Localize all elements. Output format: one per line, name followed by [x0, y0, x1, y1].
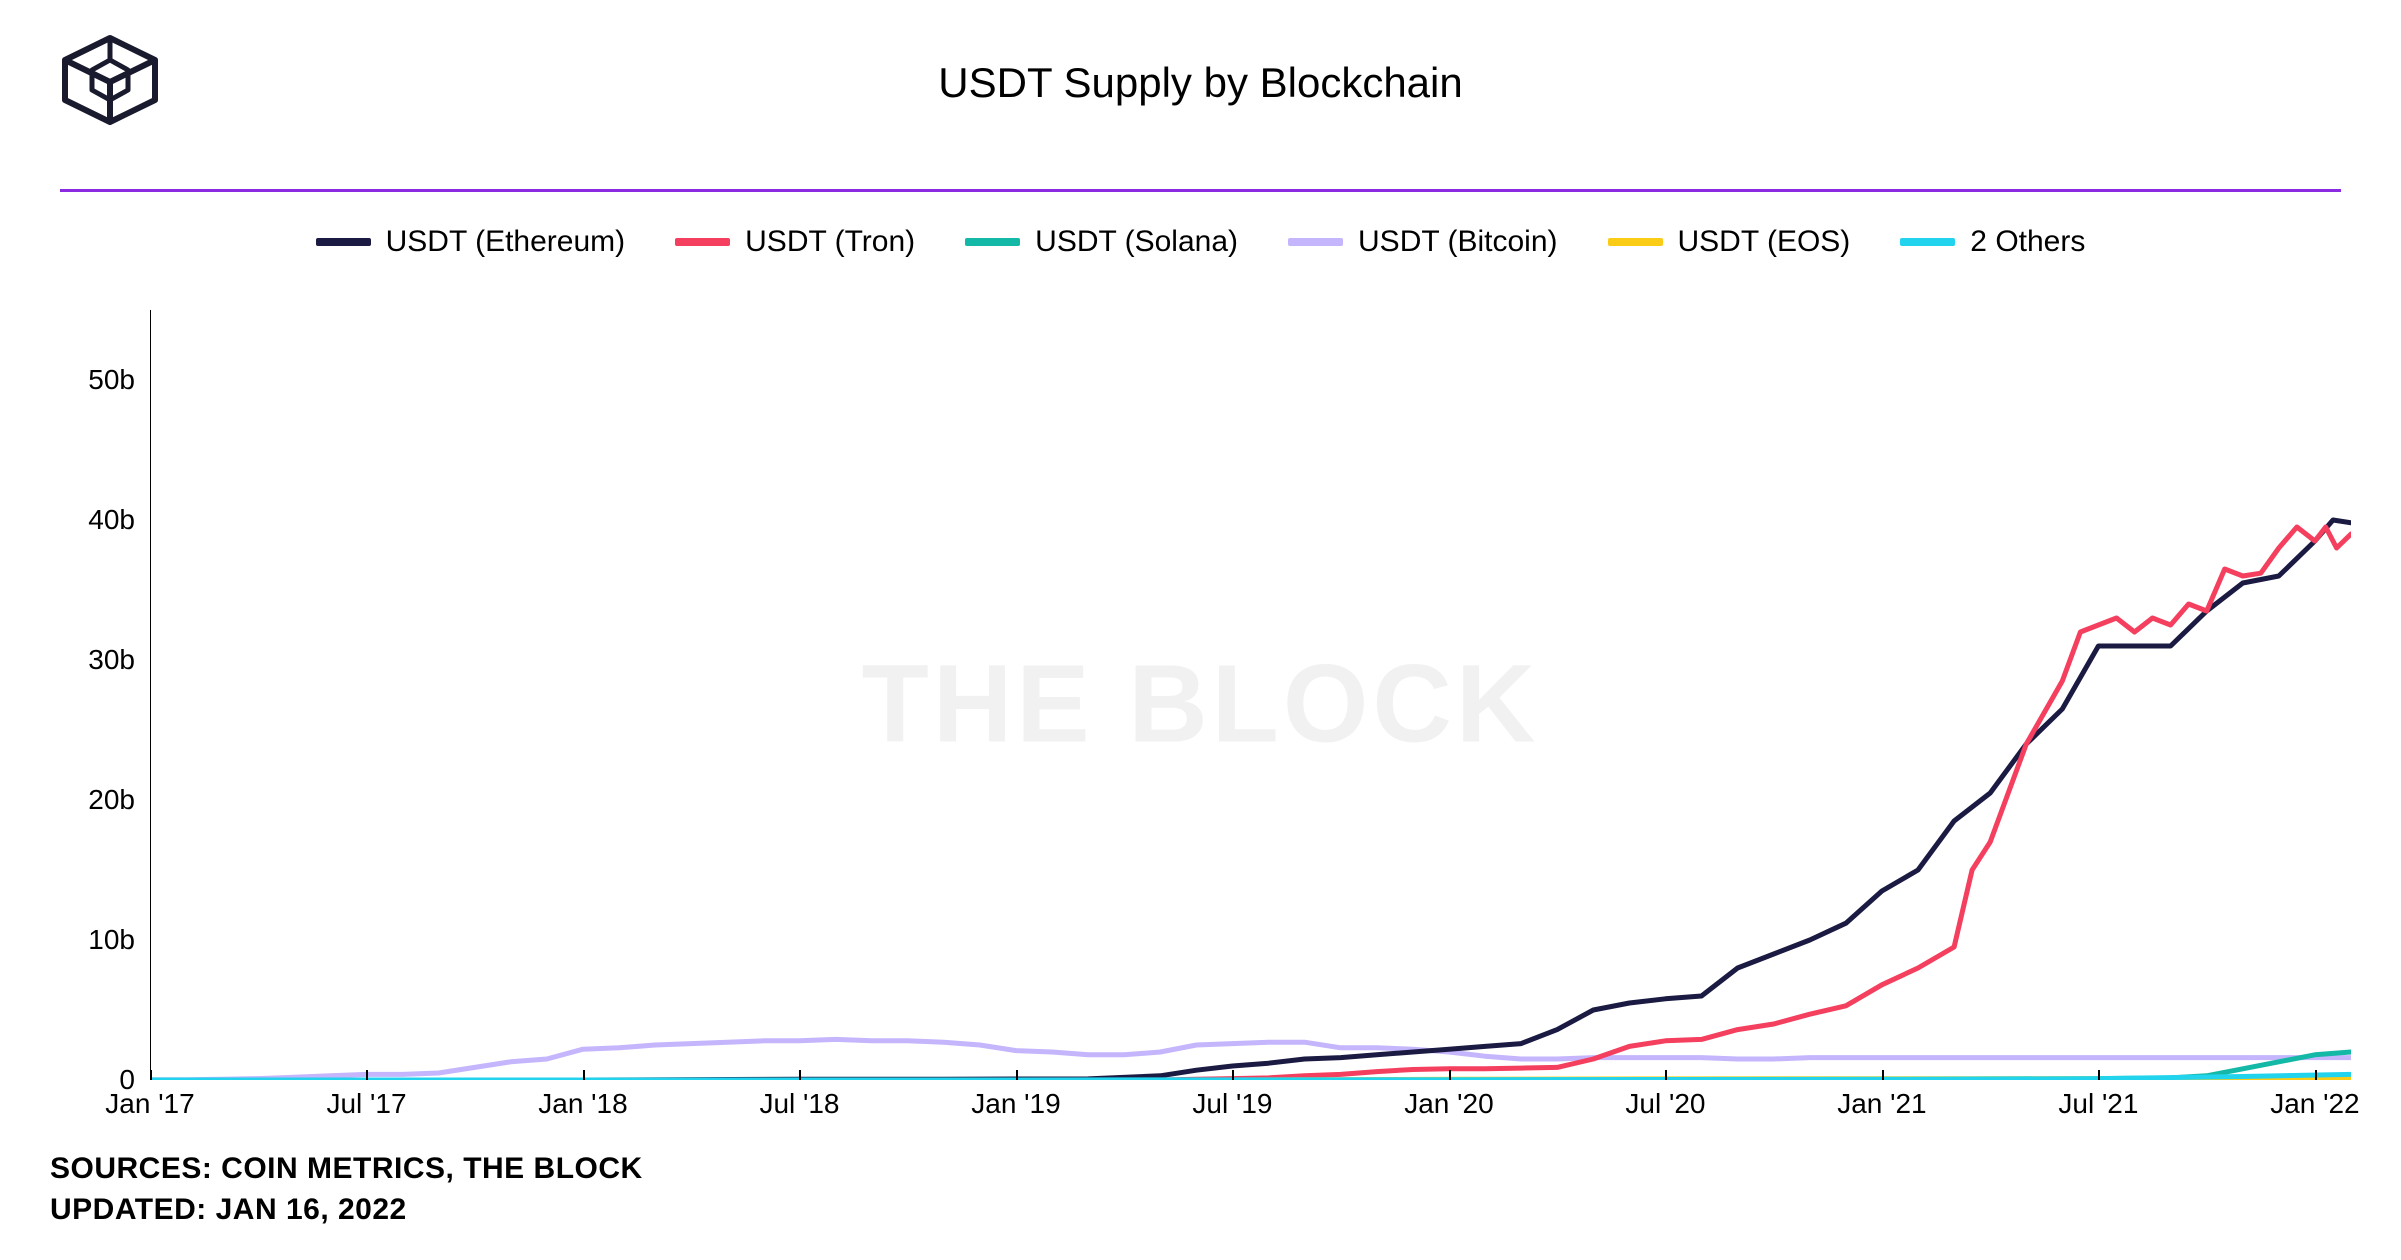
header: USDT Supply by Blockchain	[50, 30, 2351, 135]
legend-swatch	[1288, 238, 1343, 246]
x-tick	[1449, 1070, 1451, 1080]
logo-icon	[50, 30, 170, 135]
x-tick	[1882, 1070, 1884, 1080]
chart-area: THE BLOCK 010b20b30b40b50b Jan '17Jul '1…	[50, 310, 2351, 1130]
x-tick	[2315, 1070, 2317, 1080]
x-tick	[366, 1070, 368, 1080]
series-line	[150, 520, 2351, 1080]
y-tick-label: 30b	[88, 644, 135, 676]
y-tick-label: 20b	[88, 784, 135, 816]
x-tick	[150, 1070, 152, 1080]
x-tick-label: Jul '18	[759, 1088, 839, 1120]
series-line	[1160, 527, 2351, 1080]
legend-swatch	[965, 238, 1020, 246]
x-tick-label: Jan '22	[2270, 1088, 2359, 1120]
x-tick-label: Jan '17	[105, 1088, 194, 1120]
x-tick-label: Jul '17	[326, 1088, 406, 1120]
series-line	[150, 1039, 2351, 1079]
x-tick-label: Jul '20	[1625, 1088, 1705, 1120]
legend-item[interactable]: USDT (Solana)	[965, 225, 1238, 259]
x-tick-label: Jul '19	[1192, 1088, 1272, 1120]
legend-label: USDT (Ethereum)	[386, 225, 626, 259]
x-tick-label: Jan '18	[538, 1088, 627, 1120]
legend-label: USDT (Tron)	[745, 225, 915, 259]
x-tick	[583, 1070, 585, 1080]
legend-item[interactable]: USDT (Bitcoin)	[1288, 225, 1557, 259]
legend-label: 2 Others	[1970, 225, 2085, 259]
legend-label: USDT (EOS)	[1678, 225, 1851, 259]
legend-label: USDT (Solana)	[1035, 225, 1238, 259]
x-tick-label: Jan '20	[1404, 1088, 1493, 1120]
legend: USDT (Ethereum) USDT (Tron) USDT (Solana) U…	[50, 225, 2351, 259]
x-tick-label: Jan '21	[1837, 1088, 1926, 1120]
legend-item[interactable]: USDT (Tron)	[675, 225, 915, 259]
x-tick-label: Jan '19	[971, 1088, 1060, 1120]
x-tick	[799, 1070, 801, 1080]
x-tick-label: Jul '21	[2058, 1088, 2138, 1120]
x-tick	[1232, 1070, 1234, 1080]
legend-swatch	[675, 238, 730, 246]
legend-item[interactable]: 2 Others	[1900, 225, 2085, 259]
legend-swatch	[1608, 238, 1663, 246]
legend-item[interactable]: USDT (Ethereum)	[316, 225, 626, 259]
legend-item[interactable]: USDT (EOS)	[1608, 225, 1851, 259]
x-tick	[1016, 1070, 1018, 1080]
divider	[60, 189, 2341, 192]
x-axis: Jan '17Jul '17Jan '18Jul '18Jan '19Jul '…	[150, 1080, 2351, 1130]
footer-sources: SOURCES: COIN METRICS, THE BLOCK	[50, 1149, 643, 1190]
y-axis: 010b20b30b40b50b	[50, 310, 150, 1080]
x-tick	[1665, 1070, 1667, 1080]
x-tick	[2098, 1070, 2100, 1080]
plot	[150, 310, 2351, 1080]
footer-updated: UPDATED: JAN 16, 2022	[50, 1190, 643, 1231]
footer: SOURCES: COIN METRICS, THE BLOCK UPDATED…	[50, 1149, 643, 1230]
y-tick-label: 50b	[88, 364, 135, 396]
legend-label: USDT (Bitcoin)	[1358, 225, 1557, 259]
chart-title: USDT Supply by Blockchain	[210, 59, 2191, 107]
legend-swatch	[1900, 238, 1955, 246]
legend-swatch	[316, 238, 371, 246]
y-tick-label: 10b	[88, 924, 135, 956]
y-tick-label: 40b	[88, 504, 135, 536]
